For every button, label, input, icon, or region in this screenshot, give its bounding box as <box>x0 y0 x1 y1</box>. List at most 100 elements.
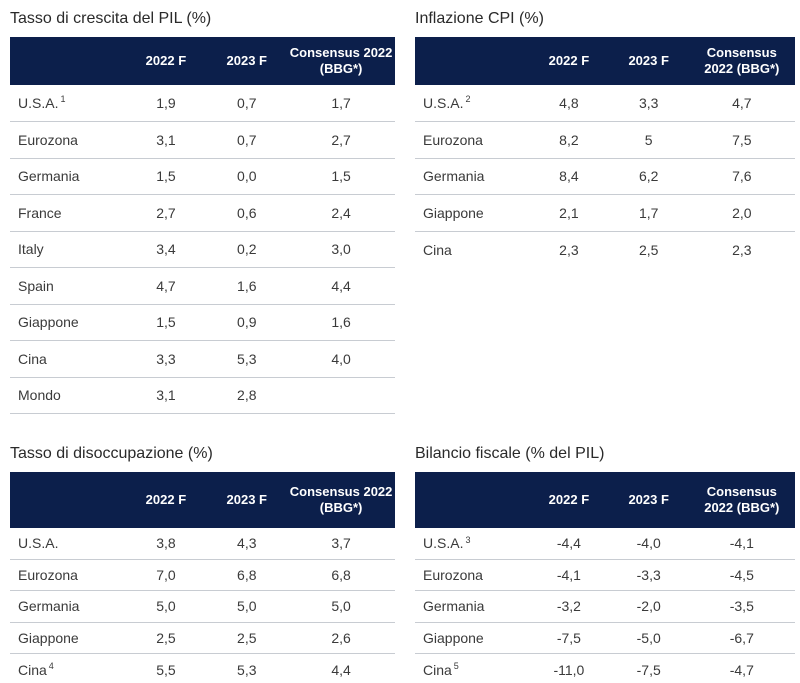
country-name: Eurozona <box>423 131 483 148</box>
value-2022-forecast: -11,0 <box>553 661 585 678</box>
value-2022-forecast: -3,2 <box>529 590 609 623</box>
table-row: Giappone 1,5 0,9 1,6 <box>10 304 395 341</box>
value-2022-forecast: 3,8 <box>125 528 207 560</box>
country-cell: U.S.A. 1 <box>10 85 126 122</box>
value-2022-forecast: -7,5 <box>529 622 609 655</box>
value-2023-forecast: 6,2 <box>608 158 689 195</box>
value-consensus-2022: 6,8 <box>287 559 395 592</box>
table-row: U.S.A. 3 -4,4 -4,0 -4,1 <box>415 528 795 560</box>
value-2023-forecast: 5,3 <box>206 340 288 378</box>
value-consensus-2022: 5,0 <box>287 590 395 623</box>
table-row: Eurozona 7,0 6,8 6,8 <box>10 559 395 592</box>
value-2022-forecast: 1,5 <box>125 304 207 341</box>
value-consensus-2022: -3,5 <box>688 590 795 623</box>
footnote-marker: 2 <box>465 94 471 105</box>
country-name: Cina <box>423 241 452 258</box>
value-consensus-2022: 2,3 <box>732 241 752 258</box>
header-2023-forecast: 2023 F <box>628 53 669 68</box>
table-row: Spain 4,7 1,6 4,4 <box>10 267 395 305</box>
header-2023-forecast: 2023 F <box>226 53 267 68</box>
country-cell: Cina <box>10 340 126 378</box>
value-consensus-2022: -4,7 <box>729 661 754 678</box>
value-consensus-2022: 1,7 <box>287 85 395 122</box>
header-2022-forecast: 2022 F <box>548 53 590 68</box>
country-name: Giappone <box>18 629 79 646</box>
value-2023-forecast: 0,7 <box>206 121 288 159</box>
country-cell: Mondo <box>10 377 126 414</box>
header-consensus-2022: Consensus 2022 (BBG*) <box>704 484 780 515</box>
country-name: Germania <box>18 598 80 615</box>
value-2023-forecast: -2,0 <box>608 590 689 623</box>
footnote-marker: 1 <box>60 94 66 105</box>
unemployment-title: Tasso di disoccupazione (%) <box>10 445 213 462</box>
value-2022-forecast: 2,5 <box>125 622 207 655</box>
table-row: Eurozona 8,2 5 7,5 <box>415 121 795 159</box>
value-2023-forecast: 2,8 <box>206 377 288 414</box>
country-name: U.S.A. <box>423 95 464 111</box>
gdp-growth-table: 2022 F 2023 F Consensus 2022 (BBG*) U.S.A.… <box>10 37 395 414</box>
value-2023-forecast: -7,5 <box>636 661 661 678</box>
value-2023-forecast: 0,2 <box>206 231 288 268</box>
unemployment-panel: Tasso di disoccupazione (%) 2022 F 2023 F… <box>10 443 395 683</box>
table-header-row: 2022 F 2023 F Consensus 2022 (BBG*) <box>415 37 795 85</box>
table-row: U.S.A. 1 1,9 0,7 1,7 <box>10 85 395 122</box>
value-2022-forecast: 5,5 <box>156 661 176 678</box>
value-2022-forecast: 4,8 <box>529 85 609 122</box>
value-2023-forecast: 0,7 <box>206 85 288 122</box>
gdp-growth-panel: Tasso di crescita del PIL (%) 2022 F 2023… <box>10 8 395 414</box>
table-row: U.S.A. 2 4,8 3,3 4,7 <box>415 85 795 122</box>
value-2022-forecast: 2,1 <box>529 194 609 232</box>
country-cell: Germania <box>415 590 529 623</box>
table-row: Germania -3,2 -2,0 -3,5 <box>415 590 795 623</box>
header-2022-forecast: 2022 F <box>145 53 187 68</box>
header-consensus-2022: Consensus 2022 (BBG*) <box>704 45 780 76</box>
country-cell: Germania <box>10 158 126 195</box>
country-name: U.S.A. <box>423 535 464 552</box>
value-2022-forecast: 2,3 <box>559 241 579 258</box>
table-row: Giappone -7,5 -5,0 -6,7 <box>415 622 795 655</box>
value-consensus-2022: -6,7 <box>688 622 795 655</box>
value-2023-forecast: 5,3 <box>237 661 257 678</box>
country-cell: Germania <box>10 590 126 623</box>
value-2022-forecast: 1,9 <box>125 85 207 122</box>
header-consensus-2022: Consensus 2022 (BBG*) <box>289 45 393 76</box>
table-row: Mondo 3,1 2,8 <box>10 377 395 414</box>
country-name: Mondo <box>18 387 61 404</box>
table-header-row: 2022 F 2023 F Consensus 2022 (BBG*) <box>10 472 395 528</box>
value-consensus-2022: 2,4 <box>287 194 395 232</box>
country-name: Giappone <box>423 629 484 646</box>
country-name: Giappone <box>18 314 79 331</box>
country-name: France <box>18 204 62 221</box>
header-country <box>415 37 529 85</box>
value-consensus-2022: 7,6 <box>688 158 795 195</box>
value-2022-forecast: -4,1 <box>529 559 609 592</box>
value-2023-forecast: 4,3 <box>206 528 288 560</box>
header-consensus-2022: Consensus 2022 (BBG*) <box>289 484 393 515</box>
country-name: Giappone <box>423 204 484 221</box>
country-cell: Giappone <box>10 304 126 341</box>
table-row: France 2,7 0,6 2,4 <box>10 194 395 232</box>
value-2023-forecast: 0,9 <box>206 304 288 341</box>
country-name: Italy <box>18 241 44 258</box>
country-name: U.S.A. <box>18 535 59 552</box>
header-2022-forecast: 2022 F <box>548 492 590 507</box>
country-cell: Giappone <box>415 622 529 655</box>
table-row: Cina 2,3 2,5 2,3 <box>415 231 795 268</box>
table-row: Germania 5,0 5,0 5,0 <box>10 590 395 623</box>
value-2022-forecast: 3,4 <box>125 231 207 268</box>
value-2023-forecast: -4,0 <box>608 528 689 560</box>
country-cell: France <box>10 194 126 232</box>
country-cell: Cina <box>415 231 529 268</box>
header-country <box>10 472 126 528</box>
country-cell: Cina 4 <box>10 654 126 683</box>
country-name: Cina <box>423 661 452 678</box>
value-2023-forecast: 6,8 <box>206 559 288 592</box>
value-consensus-2022: 1,5 <box>287 158 395 195</box>
country-name: Eurozona <box>18 567 78 584</box>
country-name: Eurozona <box>18 131 78 148</box>
country-cell: Giappone <box>415 194 529 232</box>
value-2023-forecast: 2,5 <box>638 241 659 258</box>
country-cell: Italy <box>10 231 126 268</box>
fiscal-balance-title: Bilancio fiscale (% del PIL) <box>415 445 605 462</box>
table-row: Italy 3,4 0,2 3,0 <box>10 231 395 268</box>
